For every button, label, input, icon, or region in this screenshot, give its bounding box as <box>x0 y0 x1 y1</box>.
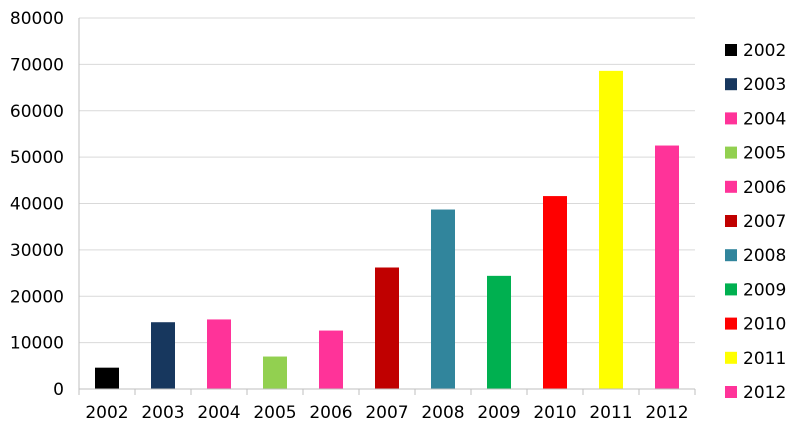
x-tick-label: 2004 <box>197 403 240 423</box>
y-tick-label: 40000 <box>10 195 64 215</box>
bar-2003 <box>151 322 175 389</box>
bar-2011 <box>599 70 623 390</box>
x-tick-label: 2003 <box>141 403 184 423</box>
legend-label: 2005 <box>743 144 786 164</box>
y-tick-label: 60000 <box>10 102 64 122</box>
x-tick-label: 2008 <box>421 403 464 423</box>
legend-swatch <box>725 112 737 125</box>
legend-swatch <box>725 78 737 91</box>
legend-item: 2002 <box>725 41 786 61</box>
y-tick-label: 10000 <box>10 334 64 354</box>
x-tick-label: 2012 <box>645 403 688 423</box>
legend-label: 2011 <box>743 349 786 369</box>
legend-label: 2009 <box>743 280 786 300</box>
x-tick-label: 2010 <box>533 403 576 423</box>
y-tick-label: 0 <box>53 380 64 400</box>
legend-item: 2008 <box>725 246 786 266</box>
x-tick-label: 2002 <box>85 403 128 423</box>
x-tick-label: 2006 <box>309 403 352 423</box>
legend-item: 2010 <box>725 315 786 335</box>
legend-swatch <box>725 386 737 398</box>
legend-item: 2007 <box>725 212 786 232</box>
legend-item: 2004 <box>725 109 786 129</box>
legend-label: 2006 <box>743 178 786 198</box>
legend-swatch <box>725 283 737 296</box>
axis-layer: 0 10000 20000 30000 40000 50000 60000 70000 8000… <box>10 9 696 423</box>
y-tick-label: 50000 <box>10 148 64 168</box>
legend-swatch <box>725 215 737 227</box>
legend-label: 2004 <box>743 109 786 129</box>
bar-2008 <box>431 209 455 389</box>
legend-swatch <box>725 351 737 364</box>
bar-2007 <box>375 267 399 389</box>
y-tick-label: 30000 <box>10 241 64 261</box>
legend-label: 2012 <box>743 383 786 403</box>
legend-label: 2002 <box>743 41 786 61</box>
legend-swatch <box>725 249 737 262</box>
legend-item: 2005 <box>725 144 786 164</box>
bar-layer <box>95 70 679 390</box>
legend-label: 2008 <box>743 246 786 266</box>
legend-swatch <box>725 44 737 56</box>
bar-2002 <box>95 367 119 389</box>
x-tick-label: 2007 <box>365 403 408 423</box>
legend-item: 2012 <box>725 383 786 403</box>
y-tick-label: 80000 <box>10 9 64 29</box>
bar-2004 <box>207 319 231 389</box>
legend-label: 2007 <box>743 212 786 232</box>
legend-label: 2003 <box>743 75 786 95</box>
bar-2006 <box>319 330 343 389</box>
legend-item: 2011 <box>725 349 786 369</box>
legend-item: 2003 <box>725 75 786 95</box>
y-tick-label: 20000 <box>10 287 64 307</box>
legend-item: 2009 <box>725 280 786 300</box>
bar-2005 <box>263 356 287 389</box>
legend: 2002 2003 2004 2005 2006 2007 2008 2009 2010 2011… <box>725 41 786 403</box>
legend-item: 2006 <box>725 178 786 198</box>
bar-2012 <box>655 145 679 389</box>
x-tick-label: 2011 <box>589 403 632 423</box>
bar-2010 <box>543 196 567 389</box>
x-tick-label: 2005 <box>253 403 296 423</box>
bar-2009 <box>487 275 511 389</box>
legend-swatch <box>725 146 737 159</box>
legend-swatch <box>725 317 737 330</box>
x-tick-label: 2009 <box>477 403 520 423</box>
legend-label: 2010 <box>743 315 786 335</box>
legend-swatch <box>725 180 737 193</box>
grid-layer <box>79 17 695 344</box>
y-tick-label: 70000 <box>10 55 64 75</box>
